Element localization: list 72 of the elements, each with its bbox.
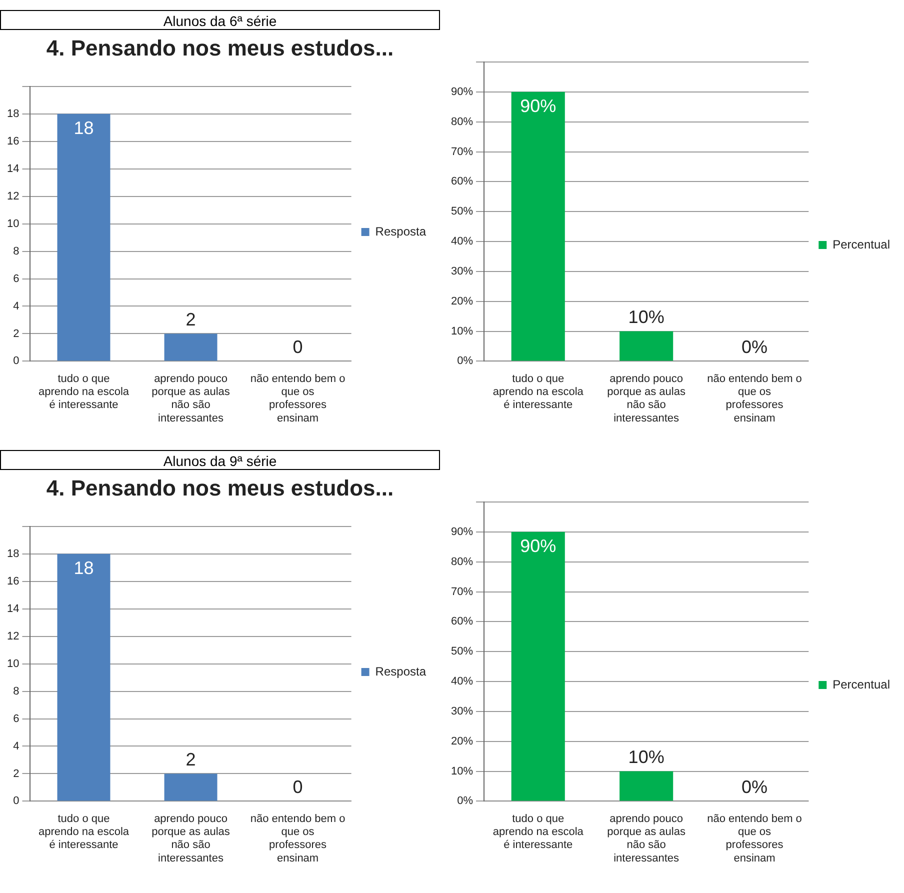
y-tick-label: 90%: [450, 86, 474, 98]
y-tick-label: 50%: [450, 646, 474, 658]
y-tick-label: 20%: [450, 735, 474, 748]
y-tick-label: 18: [6, 548, 20, 560]
y-tick-label: 12: [6, 190, 20, 202]
data-label: 0%: [742, 337, 768, 358]
legend-label: Percentual: [832, 677, 890, 692]
y-tick-label: 6: [13, 712, 20, 725]
y-tick-label: 4: [13, 300, 20, 312]
data-label: 90%: [520, 96, 556, 116]
x-tick-label: aprendo pouco porque as aulas não são interessantes: [607, 372, 686, 424]
y-tick-label: 10%: [450, 325, 474, 338]
y-tick-label: 2: [13, 768, 20, 780]
y-tick-label: 30%: [450, 265, 474, 278]
y-tick-label: 60%: [450, 616, 474, 628]
x-tick-label: tudo o que aprendo na escola é interessante: [38, 812, 130, 852]
data-label: 2: [186, 750, 196, 770]
data-label: 10%: [628, 307, 664, 328]
data-label: 0%: [742, 777, 768, 798]
y-tick-label: 0%: [457, 795, 474, 808]
chart-subtitle: Alunos da 9ª série: [0, 450, 440, 470]
y-tick-label: 16: [6, 135, 20, 148]
y-tick-label: 30%: [450, 705, 474, 718]
legend-label: Resposta: [375, 664, 426, 678]
x-tick-label: aprendo pouco porque as aulas não são interessantes: [607, 812, 686, 864]
y-tick-label: 10: [6, 658, 20, 670]
data-label: 90%: [520, 536, 556, 556]
y-tick-label: 50%: [450, 206, 474, 218]
chart-title: 4. Pensando nos meus estudos...: [46, 475, 394, 500]
y-tick-label: 6: [13, 272, 20, 285]
data-label: 0: [292, 777, 303, 798]
y-tick-label: 10%: [450, 765, 474, 778]
y-tick-label: 4: [13, 740, 20, 752]
y-tick-label: 70%: [450, 586, 474, 598]
x-tick-label: não entendo bem o que os professores ensinam: [250, 812, 346, 864]
legend-label: Resposta: [375, 224, 426, 238]
y-tick-label: 8: [13, 685, 20, 698]
y-tick-label: 2: [13, 328, 20, 340]
y-tick-label: 80%: [450, 556, 474, 568]
y-tick-label: 10: [6, 218, 20, 230]
y-tick-label: 0: [13, 355, 20, 368]
y-tick-label: 14: [6, 602, 20, 615]
data-label: 0: [292, 337, 303, 358]
y-tick-label: 0%: [457, 355, 474, 368]
y-tick-label: 18: [6, 108, 20, 120]
y-tick-label: 70%: [450, 146, 474, 158]
y-tick-label: 16: [6, 575, 20, 588]
data-label: 10%: [628, 747, 664, 768]
x-tick-label: tudo o que aprendo na escola é interessante: [38, 372, 130, 412]
x-tick-label: aprendo pouco porque as aulas não são interessantes: [152, 372, 230, 424]
y-tick-label: 14: [6, 162, 20, 175]
x-tick-label: não entendo bem o que os professores ensinam: [707, 812, 802, 864]
y-tick-label: 20%: [450, 295, 474, 308]
x-tick-label: tudo o que aprendo na escola é interessante: [492, 812, 584, 852]
x-tick-label: não entendo bem o que os professores ensinam: [250, 372, 346, 424]
data-label: 2: [186, 310, 196, 330]
y-tick-label: 12: [6, 630, 20, 642]
y-tick-label: 60%: [450, 176, 474, 188]
x-tick-label: tudo o que aprendo na escola é interessante: [492, 372, 584, 412]
chart-title: 4. Pensando nos meus estudos...: [46, 35, 394, 60]
chart-subtitle: Alunos da 6ª série: [0, 10, 440, 30]
y-tick-label: 80%: [450, 116, 474, 128]
y-tick-label: 0: [13, 795, 20, 808]
x-tick-label: não entendo bem o que os professores ensinam: [707, 372, 802, 424]
data-label: 18: [74, 558, 94, 578]
y-tick-label: 8: [13, 245, 20, 258]
x-tick-label: aprendo pouco porque as aulas não são interessantes: [152, 812, 230, 864]
data-label: 18: [74, 118, 94, 138]
y-tick-label: 90%: [450, 526, 474, 538]
y-tick-label: 40%: [450, 236, 474, 248]
y-tick-label: 40%: [450, 676, 474, 688]
legend-label: Percentual: [832, 237, 890, 252]
